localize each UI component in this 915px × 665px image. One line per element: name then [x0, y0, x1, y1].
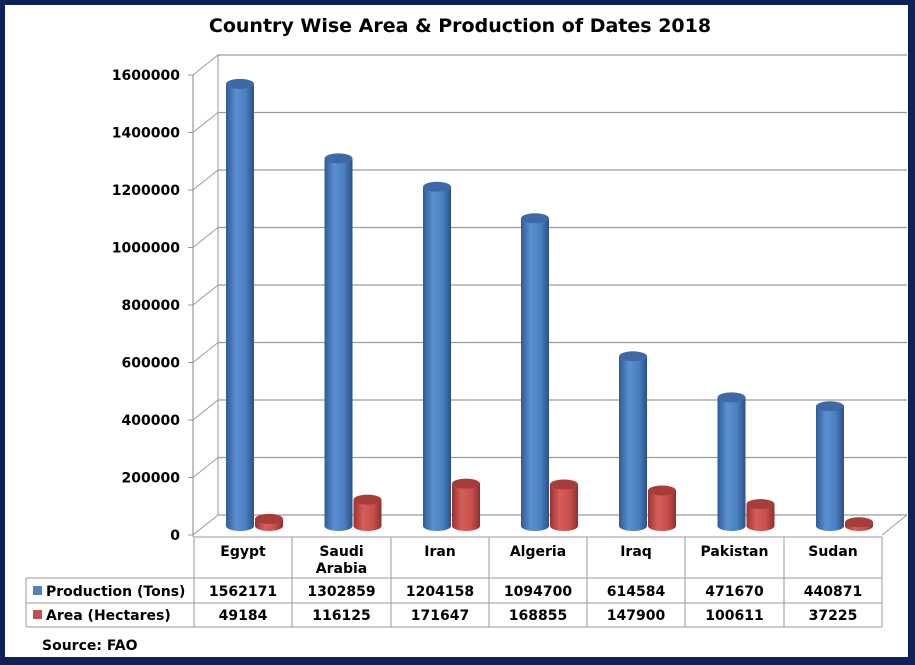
bar-area-top [648, 485, 676, 496]
y-tick-label: 1000000 [112, 241, 180, 257]
gridline-diagonal [192, 227, 219, 248]
y-tick-label: 400000 [122, 413, 181, 429]
bar-production [521, 213, 549, 531]
data-label: 168855 [509, 608, 567, 624]
bar-production-top [226, 78, 254, 89]
y-tick-label: 1200000 [112, 183, 180, 199]
bar-area [648, 485, 676, 531]
legend-label: Production (Tons) [46, 584, 185, 600]
legend-key-production [33, 586, 42, 595]
bar-area [550, 479, 578, 531]
data-label: 1562171 [209, 584, 277, 600]
bar-production-body [324, 158, 353, 531]
gridline-diagonal [192, 457, 219, 478]
bar-area-body [746, 504, 775, 531]
bar-area-body [452, 483, 480, 531]
bar-production-body [816, 406, 844, 531]
data-label: 49184 [219, 608, 268, 624]
gridline-diagonal [192, 399, 219, 421]
data-label: 1204158 [406, 584, 474, 600]
bar-area-top [746, 499, 775, 510]
y-tick-label: 1600000 [112, 68, 180, 84]
bar-area-top [845, 517, 873, 528]
y-tick-label: 600000 [122, 356, 181, 372]
y-tick-label: 0 [170, 528, 180, 544]
floor-right-edge [881, 514, 908, 536]
bar-area-top [353, 494, 382, 505]
data-label: 116125 [312, 608, 370, 624]
category-label: Egypt [220, 544, 266, 560]
data-label: 440871 [804, 584, 862, 600]
bar-production-body [521, 218, 549, 531]
category-label: Pakistan [701, 544, 769, 560]
bar-production [816, 401, 844, 531]
bar-area [353, 494, 382, 531]
y-tick-label: 800000 [122, 298, 181, 314]
gridline-diagonal [192, 342, 219, 363]
bar-area-top [452, 478, 480, 489]
bar-production-top [816, 401, 844, 412]
data-label: 171647 [411, 608, 469, 624]
bar-production-body [619, 356, 647, 531]
bar-production [226, 78, 254, 531]
chart-title: Country Wise Area & Production of Dates … [209, 15, 711, 37]
bar-production [423, 181, 451, 532]
bar-production-top [324, 153, 353, 164]
bars [226, 78, 873, 532]
gridlines [192, 54, 908, 536]
data-label: 1094700 [504, 584, 572, 600]
data-label: 147900 [607, 608, 666, 624]
bar-area [255, 513, 283, 531]
y-axis: 0 200000 400000 600000 800000 1000000 1200000 1… [112, 68, 194, 544]
gridline-diagonal [192, 112, 219, 133]
y-tick-label: 1400000 [112, 126, 180, 142]
bar-production-top [619, 351, 647, 362]
bar-area-body [648, 490, 676, 531]
gridline-diagonal [192, 284, 219, 306]
category-label: Arabia [316, 561, 367, 577]
legend-key-area [33, 610, 42, 619]
data-label: 1302859 [307, 584, 375, 600]
bar-production [619, 351, 647, 531]
category-label: Saudi [319, 544, 363, 560]
gridline-diagonal [192, 169, 219, 191]
bar-area-body [353, 499, 382, 531]
category-label: Sudan [808, 544, 858, 560]
bar-production-body [423, 186, 451, 532]
data-label: 614584 [607, 584, 666, 600]
bar-production [717, 392, 746, 531]
gridline-diagonal [192, 54, 219, 76]
bar-area [746, 499, 775, 531]
bar-production-body [717, 397, 746, 531]
y-tick-label: 200000 [122, 471, 181, 487]
category-label: Iran [424, 544, 456, 560]
bar-area-top [255, 513, 283, 524]
bar-production-top [423, 181, 451, 192]
category-label: Algeria [510, 544, 566, 560]
bar-area-body [550, 484, 578, 531]
bar-production-top [521, 213, 549, 224]
bar-production-top [717, 392, 746, 403]
bar-production [324, 153, 353, 531]
bar-area [845, 517, 873, 531]
gridline-diagonal [192, 514, 219, 536]
legend-label: Area (Hectares) [46, 608, 171, 624]
bar-production-body [226, 83, 254, 531]
data-label: 471670 [705, 584, 764, 600]
bar-area [452, 478, 480, 531]
category-label: Iraq [620, 544, 652, 560]
source-note: Source: FAO [42, 638, 138, 654]
data-label: 37225 [809, 608, 858, 624]
bar-area-top [550, 479, 578, 490]
data-label: 100611 [705, 608, 763, 624]
